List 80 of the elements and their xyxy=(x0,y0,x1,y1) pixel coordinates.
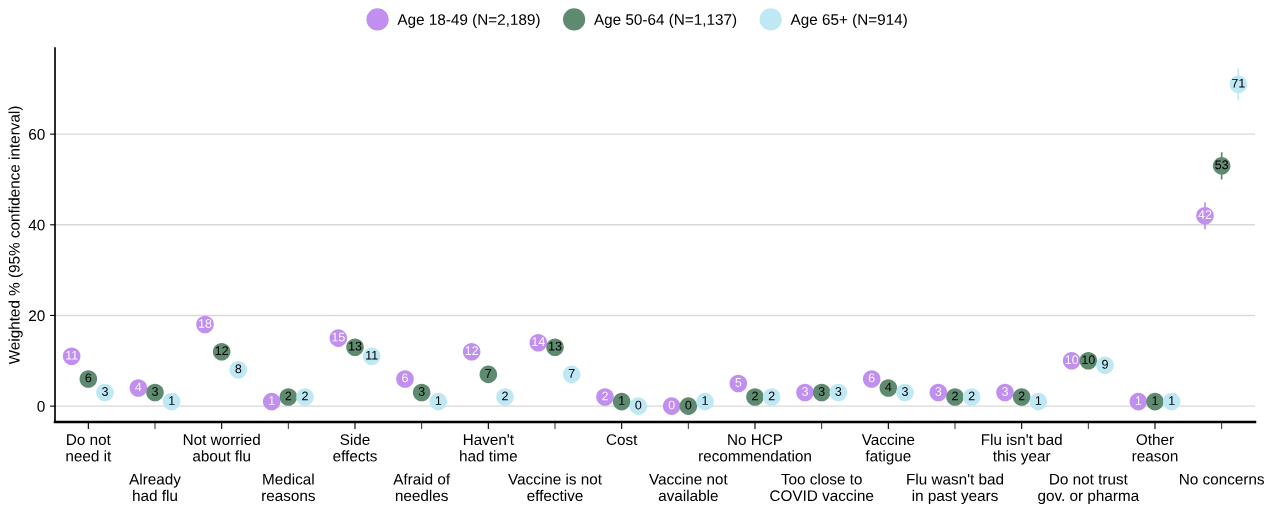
data-label: 13 xyxy=(549,341,562,351)
data-label: 1 xyxy=(619,396,625,405)
x-tick-label: Side effects xyxy=(333,433,377,462)
data-label: 12 xyxy=(215,346,228,355)
data-label: 2 xyxy=(602,391,608,401)
data-label: 1 xyxy=(1035,396,1042,405)
data-label: 5 xyxy=(735,378,742,387)
x-tick-label: Haven't had time xyxy=(460,434,517,462)
x-tick-label: Flu wasn't bad in past years xyxy=(907,473,1004,505)
y-tick-label: 40 xyxy=(28,219,45,231)
data-label: 10 xyxy=(1065,355,1079,365)
data-label: 1 xyxy=(1152,396,1158,405)
data-label: 3 xyxy=(152,387,158,396)
x-tick-label: No HCP recommendation xyxy=(699,434,811,462)
data-label: 8 xyxy=(235,364,242,374)
data-label: 12 xyxy=(465,346,478,355)
x-tick-label: Not worried about flu xyxy=(183,433,260,462)
x-tick-label: No concerns xyxy=(1180,473,1264,485)
data-label: 13 xyxy=(349,341,362,351)
data-label: 1 xyxy=(435,396,442,405)
data-label: 10 xyxy=(1082,355,1095,365)
y-tick-label: 20 xyxy=(29,310,45,322)
data-label: 14 xyxy=(532,337,545,346)
data-label: 3 xyxy=(102,387,108,396)
data-label: 11 xyxy=(366,350,378,360)
data-label: 0 xyxy=(635,400,642,410)
data-label: 9 xyxy=(1102,359,1108,369)
x-tick-label: Cost xyxy=(606,434,638,446)
data-label: 1 xyxy=(1169,396,1175,405)
data-label: 53 xyxy=(1215,160,1229,170)
data-label: 3 xyxy=(802,387,808,396)
data-label: 2 xyxy=(952,391,958,401)
x-tick-label: Vaccine not available xyxy=(649,473,728,502)
data-label: 2 xyxy=(285,391,292,401)
x-tick-label: Other reason xyxy=(1132,433,1178,462)
data-label: 2 xyxy=(302,391,308,401)
data-label: 1 xyxy=(269,396,275,405)
data-label: 7 xyxy=(568,369,575,378)
data-label: 3 xyxy=(835,387,842,396)
data-label: 4 xyxy=(135,382,142,392)
x-tick-label: Afraid of needles xyxy=(393,473,451,502)
x-tick-label: Medical reasons xyxy=(262,473,315,502)
x-tick-label: Vaccine fatigue xyxy=(861,433,915,465)
data-label: 15 xyxy=(332,332,345,342)
data-label: 42 xyxy=(1198,210,1212,219)
data-label: 0 xyxy=(685,400,692,410)
data-label: 11 xyxy=(66,350,78,360)
x-tick-label: Too close to COVID vaccine xyxy=(770,473,874,502)
y-tick-label: 60 xyxy=(29,129,45,140)
data-label: 3 xyxy=(818,387,825,396)
data-label: 1 xyxy=(1135,396,1142,405)
data-label: 18 xyxy=(199,319,212,328)
data-label: 71 xyxy=(1232,78,1245,88)
legend-label: Age 50-64 (N=1,137) xyxy=(594,13,737,28)
data-label: 2 xyxy=(502,391,508,401)
x-tick-label: Already had flu xyxy=(129,473,181,502)
data-label: 1 xyxy=(702,396,708,405)
data-label: 3 xyxy=(1002,387,1008,396)
data-label: 2 xyxy=(968,391,975,401)
data-label: 3 xyxy=(935,387,942,396)
data-label: 2 xyxy=(752,391,758,401)
data-label: 4 xyxy=(885,382,892,392)
x-tick-label: Do not trust gov. or pharma xyxy=(1038,473,1140,505)
data-label: 0 xyxy=(668,400,675,410)
legend-label: Age 65+ (N=914) xyxy=(790,13,907,28)
data-label: 7 xyxy=(485,369,492,378)
x-tick-label: Do not need it xyxy=(66,434,112,462)
x-tick-label: Vaccine is not effective xyxy=(508,473,602,502)
data-label: 6 xyxy=(868,373,875,383)
legend-label: Age 18-49 (N=2,189) xyxy=(397,13,540,28)
data-label: 3 xyxy=(418,387,425,396)
data-label: 6 xyxy=(402,373,408,383)
data-label: 1 xyxy=(169,396,175,405)
data-label: 2 xyxy=(1018,391,1025,401)
x-tick-label: Flu isn't bad this year xyxy=(981,433,1062,465)
y-axis-title: Weighted % (95% confidence interval) xyxy=(8,106,23,365)
data-label: 6 xyxy=(85,373,92,383)
data-label: 3 xyxy=(902,387,908,396)
y-tick-label: 0 xyxy=(37,401,45,412)
data-label: 2 xyxy=(768,391,775,401)
